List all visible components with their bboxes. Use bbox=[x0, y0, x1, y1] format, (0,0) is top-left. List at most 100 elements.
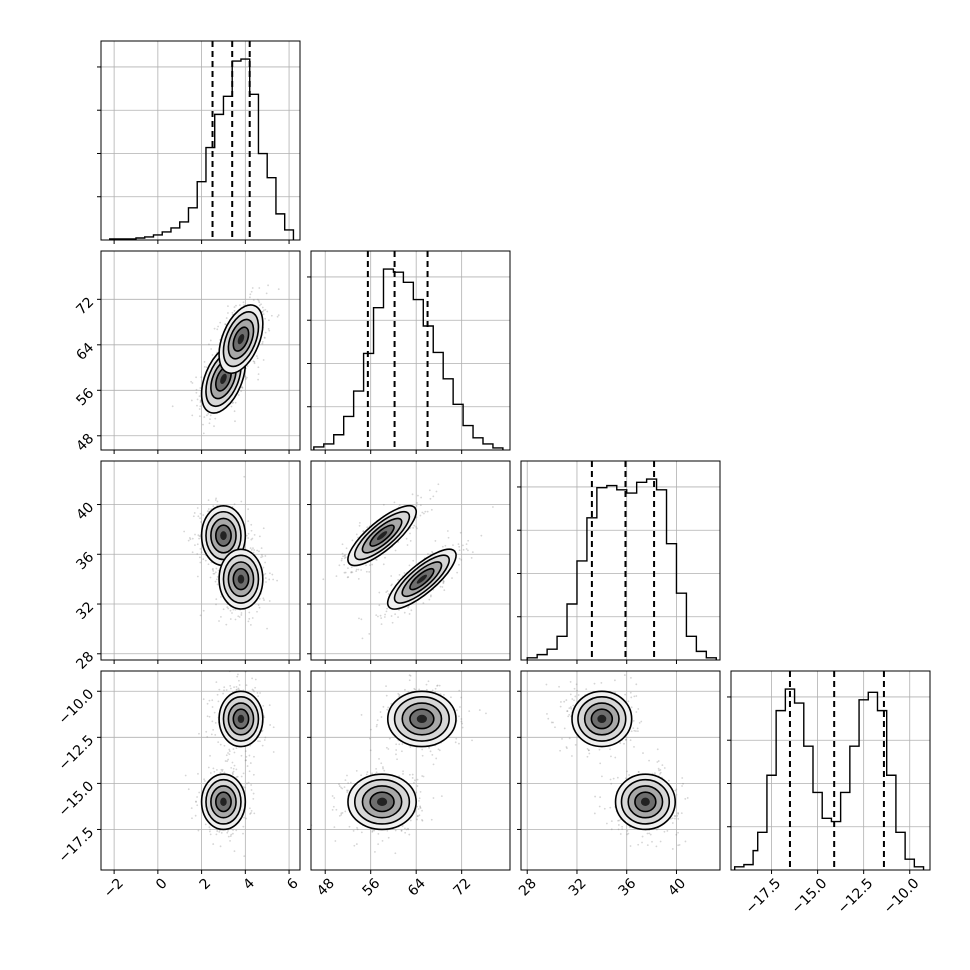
sample-point bbox=[675, 793, 678, 796]
sample-point bbox=[646, 832, 649, 835]
sample-point bbox=[458, 563, 460, 566]
sample-point bbox=[386, 829, 389, 832]
sample-point bbox=[674, 817, 676, 820]
sample-point bbox=[199, 517, 201, 520]
sample-point bbox=[225, 317, 228, 319]
sample-point bbox=[383, 769, 386, 772]
sample-point bbox=[334, 840, 337, 842]
sample-point bbox=[198, 395, 201, 398]
sample-point bbox=[195, 391, 198, 394]
sample-point bbox=[338, 814, 341, 817]
sample-point bbox=[269, 724, 272, 726]
sample-point bbox=[234, 618, 237, 621]
scatter-panel-3-2 bbox=[517, 670, 721, 874]
sample-point bbox=[366, 771, 369, 773]
sample-point bbox=[637, 730, 639, 733]
sample-point bbox=[452, 544, 454, 547]
sample-point bbox=[462, 544, 464, 547]
sample-point bbox=[386, 590, 389, 592]
sample-point bbox=[627, 832, 630, 835]
density-contour-0-4 bbox=[376, 797, 388, 806]
sample-point bbox=[346, 576, 349, 579]
sample-point bbox=[436, 684, 439, 687]
panel-contents bbox=[101, 461, 300, 660]
sample-point bbox=[682, 782, 684, 785]
sample-point bbox=[199, 399, 202, 402]
sample-point bbox=[435, 490, 438, 493]
sample-point bbox=[233, 410, 236, 413]
sample-point bbox=[215, 497, 217, 500]
sample-point bbox=[205, 730, 208, 733]
sample-point bbox=[398, 775, 401, 778]
sample-point bbox=[249, 624, 252, 626]
sample-point bbox=[257, 378, 259, 381]
sample-point bbox=[277, 288, 280, 291]
sample-point bbox=[260, 303, 262, 306]
sample-point bbox=[675, 833, 678, 836]
histogram-3 bbox=[733, 688, 925, 870]
sample-point bbox=[379, 614, 382, 617]
scatter-panel-2-1 bbox=[307, 460, 511, 664]
sample-point bbox=[618, 819, 621, 822]
sample-point bbox=[361, 637, 364, 640]
sample-point bbox=[267, 327, 270, 330]
sample-point bbox=[355, 533, 358, 536]
sample-point bbox=[190, 399, 193, 402]
sample-point bbox=[267, 284, 269, 287]
sample-point bbox=[480, 534, 483, 537]
sample-point bbox=[244, 786, 247, 789]
sample-point bbox=[253, 549, 256, 551]
sample-point bbox=[257, 300, 260, 302]
sample-point bbox=[216, 575, 219, 578]
sample-point bbox=[192, 515, 195, 518]
histogram-0 bbox=[109, 58, 295, 240]
sample-point bbox=[219, 743, 222, 746]
sample-point bbox=[208, 422, 211, 425]
sample-point bbox=[621, 828, 624, 831]
sample-point bbox=[411, 773, 414, 776]
sample-point bbox=[335, 575, 338, 578]
sample-point bbox=[258, 535, 261, 538]
sample-point bbox=[409, 819, 412, 822]
sample-point bbox=[219, 615, 222, 618]
sample-point bbox=[262, 527, 265, 530]
sample-point bbox=[196, 804, 199, 807]
panel-contents bbox=[311, 461, 510, 660]
sample-point bbox=[232, 767, 235, 770]
sample-point bbox=[659, 769, 662, 771]
sample-point bbox=[198, 556, 201, 559]
sample-point bbox=[444, 544, 447, 547]
sample-point bbox=[253, 755, 255, 758]
sample-point bbox=[397, 616, 399, 619]
sample-point bbox=[252, 299, 255, 301]
sample-point bbox=[256, 549, 259, 552]
sample-point bbox=[216, 500, 219, 503]
sample-point bbox=[413, 687, 416, 690]
sample-point bbox=[404, 688, 406, 691]
sample-point bbox=[674, 815, 677, 817]
sample-point bbox=[233, 850, 236, 853]
sample-point bbox=[403, 611, 406, 614]
sample-point bbox=[235, 768, 238, 771]
sample-point bbox=[395, 749, 398, 751]
sample-point bbox=[442, 582, 445, 585]
sample-point bbox=[340, 812, 343, 815]
sample-point bbox=[247, 508, 250, 511]
sample-point bbox=[213, 425, 215, 428]
sample-point bbox=[435, 757, 438, 760]
sample-point bbox=[257, 373, 260, 376]
sample-point bbox=[478, 709, 481, 711]
sample-point bbox=[384, 556, 386, 559]
sample-point bbox=[250, 538, 253, 541]
sample-point bbox=[350, 570, 353, 573]
sample-point bbox=[355, 769, 358, 772]
sample-point bbox=[419, 805, 421, 808]
sample-point bbox=[223, 771, 226, 774]
sample-point bbox=[407, 606, 410, 609]
sample-point bbox=[247, 520, 250, 523]
sample-point bbox=[251, 287, 254, 289]
panel-frame bbox=[100, 250, 301, 451]
sample-point bbox=[663, 830, 666, 833]
density-contour-1-4 bbox=[416, 574, 427, 584]
sample-point bbox=[369, 728, 372, 731]
